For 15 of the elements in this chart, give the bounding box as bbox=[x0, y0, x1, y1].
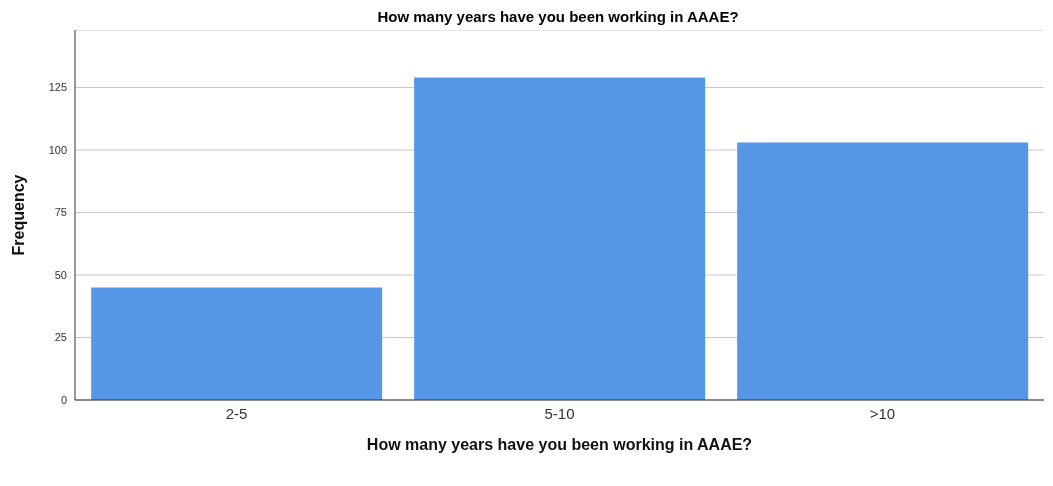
bar bbox=[414, 77, 706, 400]
x-tick-label: 2-5 bbox=[225, 404, 248, 422]
x-tick-label: >10 bbox=[869, 404, 896, 422]
y-tick-label: 125 bbox=[48, 81, 67, 94]
y-tick-label: 75 bbox=[54, 206, 67, 219]
y-tick-label: 100 bbox=[48, 143, 67, 156]
bar bbox=[91, 287, 383, 400]
y-tick-label: 50 bbox=[54, 268, 67, 281]
y-tick-label: 0 bbox=[60, 393, 67, 406]
x-axis-title: How many years have you been working in AAAE? bbox=[366, 436, 753, 453]
x-tick-label: 5-10 bbox=[544, 404, 575, 422]
y-tick-label: 25 bbox=[54, 331, 67, 344]
bar bbox=[737, 142, 1029, 400]
y-axis-title: Frequency bbox=[9, 174, 27, 256]
chart-title: How many years have you been working in AAAE? bbox=[376, 8, 740, 27]
